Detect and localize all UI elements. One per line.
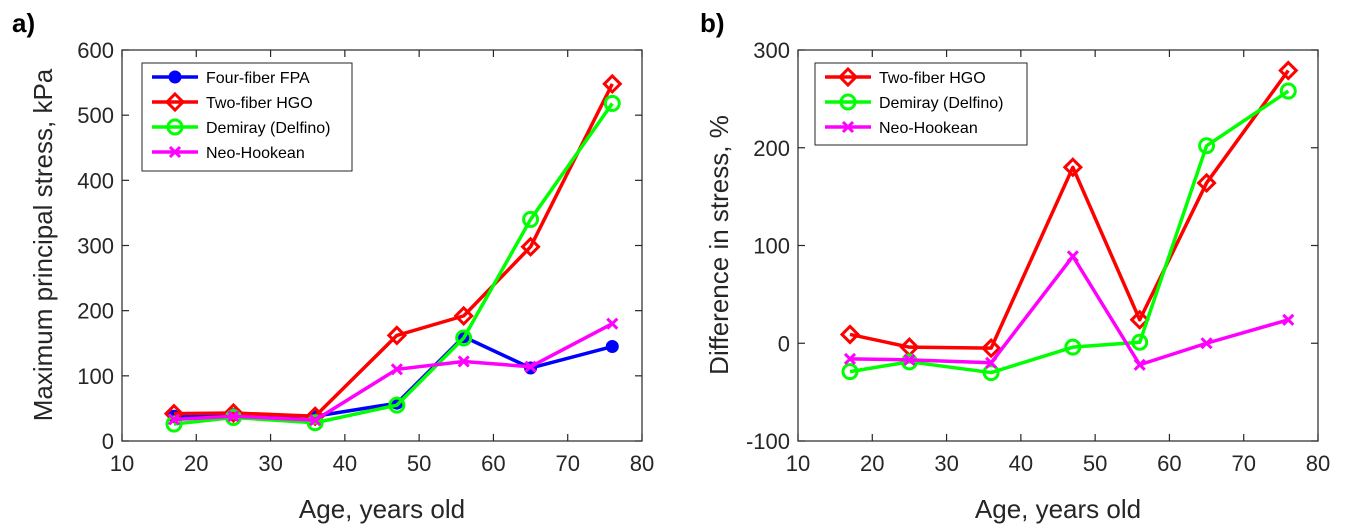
panel-a-legend-label: Four-fiber FPA — [206, 70, 310, 87]
panel-b-ytick-label: 300 — [753, 38, 790, 63]
panel-b-xtick-label: 80 — [1306, 451, 1330, 476]
panel-b-legend-marker — [841, 120, 855, 134]
panel-b-xtick-label: 30 — [934, 451, 958, 476]
panel-b-data-point-demiray-delfino — [841, 363, 859, 381]
panel-a-xtick-label: 30 — [258, 451, 282, 476]
panel-a-legend-marker — [168, 70, 182, 84]
panel-a-ytick-label: 300 — [77, 234, 114, 259]
panel-b-legend-label: Two-fiber HGO — [879, 70, 986, 87]
panel-a-ytick-label: 200 — [77, 299, 114, 324]
panel-a-data-point-four-fiber-fpa — [605, 340, 619, 354]
panel-b-data-point-two-fiber-hgo — [981, 338, 1002, 359]
panel-b-label: b) — [700, 8, 725, 38]
panel-b-data-point-neo-hookean — [985, 356, 998, 369]
panel-b-xlabel: Age, years old — [975, 494, 1141, 524]
panel-b-data-point-neo-hookean — [1200, 337, 1213, 350]
panel-b-data-point-neo-hookean — [1066, 250, 1079, 263]
panel-a-legend-label: Neo-Hookean — [206, 145, 305, 162]
panel-a-data-point-neo-hookean — [309, 414, 322, 427]
panel-a-data-point-demiray-delfino — [455, 329, 473, 347]
panel-b-xtick-label: 20 — [860, 451, 884, 476]
panel-a-data-point-two-fiber-hgo — [520, 236, 541, 257]
panel-a-legend-marker — [168, 145, 182, 159]
panel-a-legend-marker — [164, 91, 186, 113]
panel-a-label: a) — [12, 8, 35, 38]
panel-a-ytick-label: 600 — [77, 38, 114, 63]
panel-b-data-point-demiray-delfino — [1198, 137, 1216, 155]
panel-a-chart: 10 20 30 40 50 60 70 80 0 100 200 300 400 500 600 Four-… — [77, 38, 654, 476]
panel-a-legend-marker — [166, 118, 184, 136]
panel-a-xtick-label: 70 — [555, 451, 579, 476]
panel-b-series-line-two-fiber-hgo — [849, 69, 1290, 350]
panel-b-data-point-neo-hookean — [843, 352, 857, 365]
panel-b-ylabel: Difference in stress, % — [704, 115, 734, 375]
panel-a-data-point-two-fiber-hgo — [602, 73, 623, 95]
panel-b-data-point-neo-hookean — [1282, 313, 1295, 326]
panel-b-legend-label: Neo-Hookean — [879, 120, 978, 137]
panel-b-ytick-label: 200 — [753, 136, 790, 161]
panel-a-ytick-label: 0 — [102, 429, 114, 454]
panel-a-legend-label: Two-fiber HGO — [206, 95, 313, 112]
panel-b-xtick-label: 10 — [786, 451, 810, 476]
panel-a-data-point-neo-hookean — [167, 413, 181, 426]
panel-b-xtick-label: 40 — [1009, 451, 1033, 476]
panel-b-data-point-two-fiber-hgo — [1062, 157, 1083, 178]
panel-a-data-point-two-fiber-hgo — [163, 403, 185, 424]
panel-b-xtick-label: 50 — [1083, 451, 1107, 476]
panel-a-xtick-label: 20 — [184, 451, 208, 476]
panel-a-series-line-two-fiber-hgo — [173, 83, 614, 418]
panel-a-data-point-demiray-delfino — [603, 94, 621, 112]
panel-a-data-point-neo-hookean — [606, 317, 619, 330]
panel-a-xtick-label: 50 — [407, 451, 431, 476]
panel-b-legend-marker — [837, 66, 859, 88]
panel-a-data-point-demiray-delfino — [165, 415, 183, 433]
panel-a-data-point-neo-hookean — [227, 410, 240, 423]
panel-a-ylabel: Maximum principal stress, kPa — [28, 68, 58, 421]
panel-a-data-point-demiray-delfino — [522, 210, 540, 228]
panel-a-ytick-label: 100 — [77, 364, 114, 389]
panel-a-data-point-two-fiber-hgo — [386, 325, 407, 346]
panel-b-ytick-label: 100 — [753, 234, 790, 259]
panel-b-ytick-label: 0 — [778, 331, 790, 356]
panel-a-xtick-label: 40 — [333, 451, 357, 476]
panel-a-xtick-label: 10 — [110, 451, 134, 476]
panel-b-data-point-demiray-delfino — [1064, 338, 1082, 356]
panel-a-ytick-label: 400 — [77, 168, 114, 193]
panel-a-data-point-two-fiber-hgo — [223, 402, 244, 424]
panel-a-xlabel: Age, years old — [299, 494, 465, 524]
panel-a-data-point-neo-hookean — [524, 360, 537, 373]
panel-b-legend-label: Demiray (Delfino) — [879, 95, 1003, 112]
panel-b-data-point-two-fiber-hgo — [1196, 172, 1217, 194]
panel-b-ytick-label: -100 — [746, 429, 790, 454]
panel-b-data-point-demiray-delfino — [982, 364, 1000, 382]
panel-a-ytick-label: 500 — [77, 103, 114, 128]
panel-b-xtick-label: 60 — [1157, 451, 1181, 476]
panel-b-xtick-label: 70 — [1231, 451, 1255, 476]
panel-b-data-point-two-fiber-hgo — [1278, 60, 1299, 81]
panel-a-data-point-neo-hookean — [390, 363, 403, 376]
panel-b-data-point-demiray-delfino — [1131, 333, 1149, 351]
panel-b-data-point-neo-hookean — [903, 353, 916, 366]
panel-a-data-point-neo-hookean — [457, 355, 470, 368]
panel-b-data-point-demiray-delfino — [1279, 82, 1297, 100]
panel-b-data-point-two-fiber-hgo — [1129, 309, 1150, 330]
panel-a-data-point-demiray-delfino — [306, 414, 324, 432]
panel-a-xtick-label: 80 — [630, 451, 654, 476]
panel-a-data-point-two-fiber-hgo — [453, 305, 474, 327]
panel-a-data-point-demiray-delfino — [388, 396, 406, 414]
panel-b-data-point-neo-hookean — [1133, 358, 1146, 371]
panel-b-chart: 10 20 30 40 50 60 70 80 -100 0 100 200 300 Two-fiber … — [746, 38, 1330, 476]
panel-b-legend-marker — [839, 93, 857, 111]
panel-a-xtick-label: 60 — [481, 451, 505, 476]
panel-b-data-point-two-fiber-hgo — [839, 324, 861, 345]
panel-a-legend-label: Demiray (Delfino) — [206, 120, 330, 137]
